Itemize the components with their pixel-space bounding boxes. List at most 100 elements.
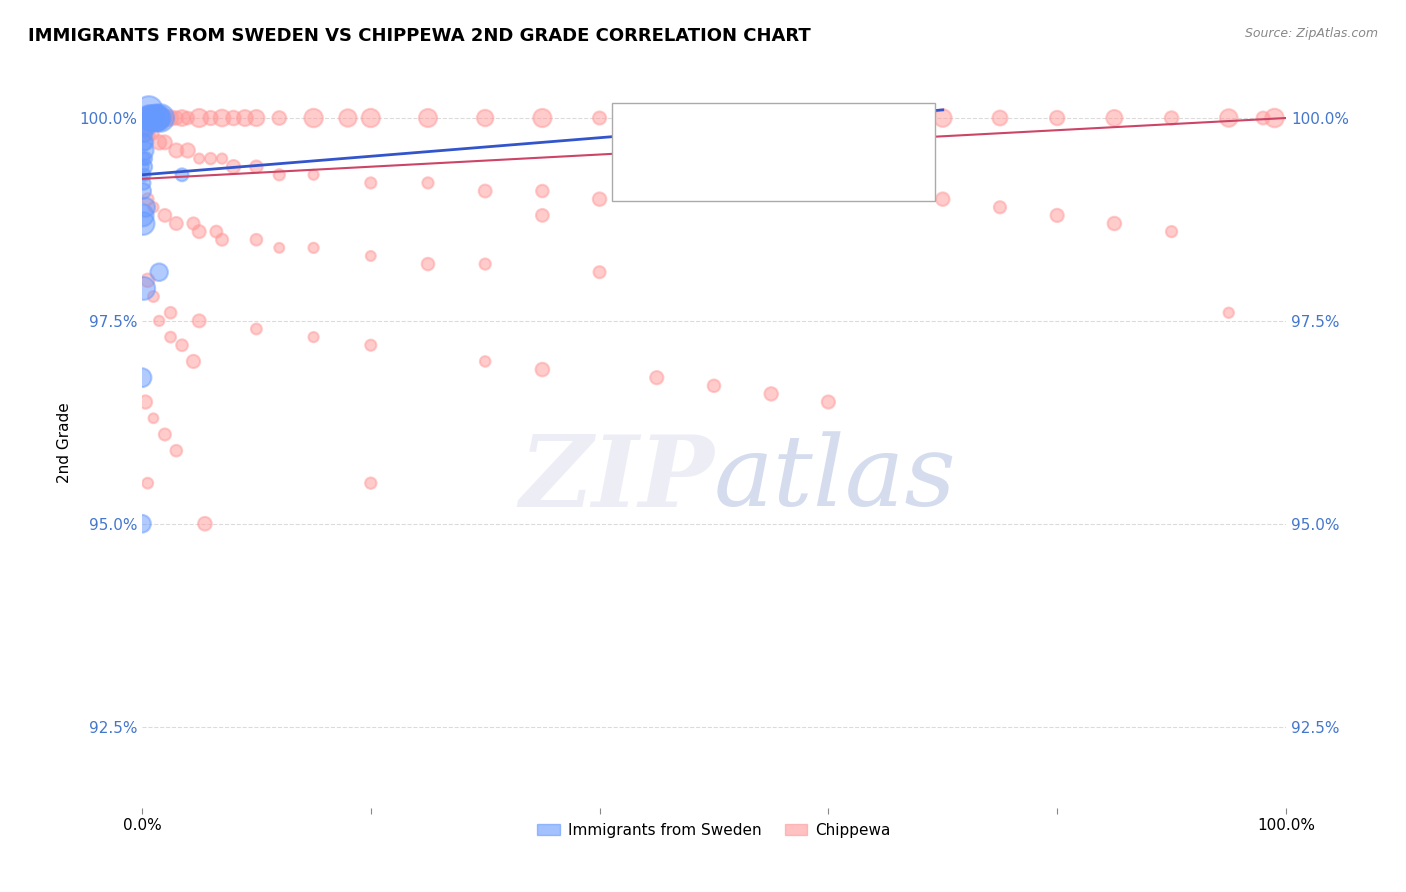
Point (131, 516, 153, 531)
Point (531, 184, 554, 198)
Point (233, 111, 256, 125)
Point (136, 111, 159, 125)
Point (165, 144, 187, 158)
Point (183, 354, 205, 368)
Point (142, 111, 165, 125)
Point (1104, 217, 1126, 231)
Point (170, 111, 193, 125)
Point (134, 127, 156, 141)
Point (1046, 208, 1069, 222)
Point (703, 379, 725, 393)
Point (194, 516, 217, 531)
Point (932, 192, 955, 206)
Point (759, 387, 782, 401)
Point (1263, 111, 1285, 125)
Point (132, 184, 155, 198)
Point (703, 111, 725, 125)
Point (645, 152, 668, 166)
Point (531, 208, 554, 222)
Point (132, 152, 155, 166)
Point (138, 127, 160, 141)
Point (360, 111, 382, 125)
Point (360, 249, 382, 263)
Point (141, 111, 163, 125)
Point (211, 152, 233, 166)
Point (245, 322, 267, 336)
Point (245, 233, 267, 247)
Point (132, 217, 155, 231)
Point (132, 160, 155, 174)
Point (159, 330, 181, 344)
Point (360, 476, 382, 491)
Point (205, 225, 228, 239)
Point (875, 184, 897, 198)
Point (138, 103, 160, 117)
Point (474, 111, 496, 125)
Point (875, 111, 897, 125)
Point (988, 200, 1011, 214)
Point (759, 111, 782, 125)
Point (148, 136, 170, 150)
Point (153, 111, 176, 125)
Point (211, 233, 233, 247)
Point (134, 168, 156, 182)
Point (200, 152, 222, 166)
Point (136, 111, 159, 125)
Point (145, 111, 167, 125)
Point (1251, 111, 1274, 125)
Point (302, 330, 325, 344)
Point (142, 200, 165, 214)
Point (817, 395, 839, 409)
Point (177, 144, 200, 158)
Point (148, 314, 170, 328)
Point (148, 111, 170, 125)
Point (645, 111, 668, 125)
Point (588, 192, 610, 206)
Point (188, 111, 211, 125)
Point (531, 362, 554, 376)
Point (1104, 111, 1126, 125)
Point (222, 160, 245, 174)
Point (132, 281, 155, 295)
Point (588, 265, 610, 279)
Point (645, 370, 668, 384)
Point (139, 111, 162, 125)
Point (932, 111, 955, 125)
Text: atlas: atlas (714, 432, 956, 527)
Point (269, 241, 291, 255)
Point (222, 111, 245, 125)
Point (131, 208, 153, 222)
Point (474, 184, 496, 198)
Point (302, 241, 325, 255)
Point (1046, 111, 1069, 125)
Point (136, 476, 159, 491)
Point (148, 265, 170, 279)
Point (416, 176, 439, 190)
Point (149, 111, 172, 125)
Point (134, 395, 156, 409)
Point (142, 289, 165, 303)
Point (200, 111, 222, 125)
Point (1160, 225, 1182, 239)
Point (134, 119, 156, 133)
Point (177, 111, 200, 125)
Point (245, 111, 267, 125)
Point (188, 225, 211, 239)
Point (269, 168, 291, 182)
Point (141, 111, 163, 125)
Point (360, 338, 382, 352)
Text: IMMIGRANTS FROM SWEDEN VS CHIPPEWA 2ND GRADE CORRELATION CHART: IMMIGRANTS FROM SWEDEN VS CHIPPEWA 2ND G… (28, 27, 811, 45)
Point (1218, 111, 1240, 125)
Point (416, 257, 439, 271)
Point (139, 111, 162, 125)
Point (134, 127, 156, 141)
Point (211, 111, 233, 125)
Point (134, 136, 156, 150)
Point (153, 136, 176, 150)
Point (136, 273, 159, 287)
Point (588, 111, 610, 125)
Point (188, 152, 211, 166)
Point (1160, 111, 1182, 125)
Text: Source: ZipAtlas.com: Source: ZipAtlas.com (1244, 27, 1378, 40)
Point (159, 111, 181, 125)
